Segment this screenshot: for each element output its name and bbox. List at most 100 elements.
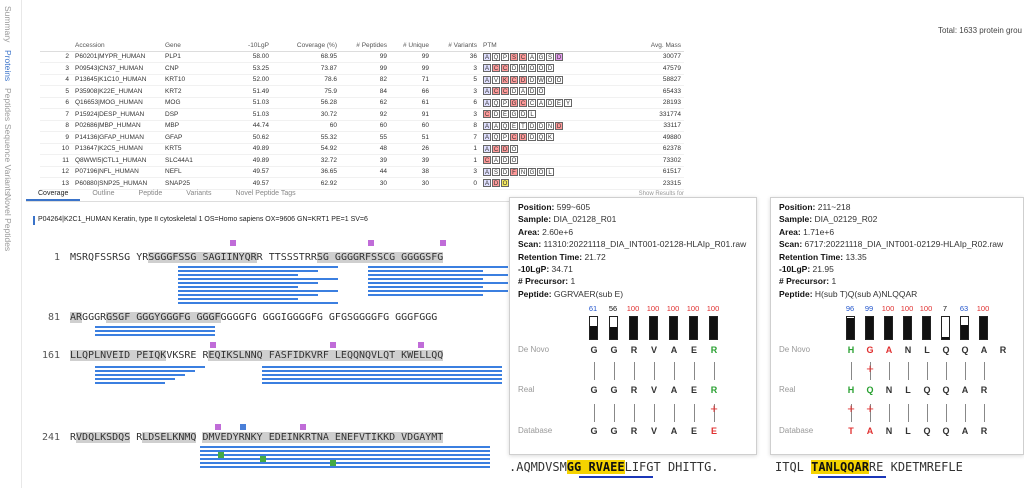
ptm-marker[interactable] [330,342,336,348]
coverage-line[interactable] [95,326,215,328]
coverage-line[interactable] [95,374,185,376]
ptm-marker[interactable] [418,342,424,348]
col-gene[interactable]: Gene [162,40,217,52]
col-ptm[interactable]: PTM [480,40,608,52]
table-row[interactable]: 4 P13645|K1C10_HUMAN KRT10 52.00 78.6 82 71 5 A V… [40,74,684,86]
col-variants[interactable]: # Variants [432,40,480,52]
coverage-line[interactable] [178,294,318,296]
coverage-line[interactable] [178,286,298,288]
col-lgp[interactable]: -10LgP [217,40,272,52]
ptm-box: D [528,75,536,84]
nav-sequence-variants[interactable]: Sequence Variants [3,124,13,196]
coverage-line[interactable] [262,374,502,376]
coverage-line[interactable] [95,370,195,372]
coverage-line[interactable] [368,270,483,272]
tab-outline[interactable]: Outline [92,190,115,197]
coverage-line[interactable] [200,458,490,460]
coverage-line[interactable] [178,290,338,292]
covered-residues[interactable]: AR [70,312,83,323]
coverage-line[interactable] [262,378,502,380]
coverage-line[interactable] [95,330,215,332]
covered-residues[interactable]: LDSELKNMQ [142,432,197,443]
col-coverage[interactable]: Coverage (%) [272,40,340,52]
coverage-line[interactable] [368,274,508,276]
table-row[interactable]: 8 P02686|MBP_HUMAN MBP 44.74 60 60 60 8 A A Q E T D D N… [40,120,684,132]
coverage-line[interactable] [178,298,298,300]
variants-cell: 36 [432,51,480,63]
coverage-line[interactable] [178,302,338,304]
score-value: 96 [845,304,855,313]
col-unique[interactable]: # Unique [390,40,432,52]
coverage-line[interactable] [262,382,502,384]
table-row[interactable]: 12 P07196|NFL_HUMAN NEFL 49.57 36.65 44 38 3 A S D… [40,166,684,178]
coverage-line[interactable] [200,466,490,468]
coverage-line[interactable] [368,286,483,288]
coverage-line[interactable] [178,278,338,280]
table-row[interactable]: 11 Q8WWI5|CTL1_HUMAN SLC44A1 49.89 32.72 39 39… [40,154,684,167]
uncovered-residues: VKSRE R [166,350,209,361]
bseq1-highlight[interactable]: GG RVAEE [566,460,625,474]
ptm-marker[interactable] [210,342,216,348]
covered-residues[interactable]: SG GGGGRFSSCG GGGGSFG [316,252,444,263]
ptm-marker[interactable] [440,240,446,246]
ptm-marker[interactable] [240,424,246,430]
table-row[interactable]: 9 P14136|GFAP_HUMAN GFAP 50.62 55.32 55 51 7 A Q P… [40,131,684,144]
covered-residues[interactable]: SGGGFSSG SAGIINYQR [148,252,257,263]
covered-residues[interactable]: DMVEDYRNKY EDEINKRTNA ENEFVTIKKD VDGAYMT [202,432,444,443]
coverage-line[interactable] [178,266,338,268]
ptm-marker[interactable] [368,240,374,246]
coverage-line[interactable] [368,282,508,284]
ptm-marker[interactable] [230,240,236,246]
coverage-line[interactable] [200,446,490,448]
table-row[interactable]: 6 Q16653|MOG_HUMAN MOG 51.03 56.28 62 61 6 A Q P G C… [40,97,684,109]
table-row[interactable]: 7 P15924|DESP_HUMAN DSP 51.03 30.72 92 91 3 C D E G… [40,108,684,121]
coverage-line[interactable] [178,270,318,272]
coverage-line[interactable] [200,462,490,464]
col-avg-mass[interactable]: Avg. Mass [608,40,684,52]
ptm-marker[interactable] [330,460,336,466]
coverage-line[interactable] [368,294,483,296]
covered-residues[interactable]: EQIKSLNNQ FASFIDKVRF LEQQNQVLQT KWELLQQ [208,350,444,361]
col-accession[interactable]: Accession [72,40,162,52]
tab-coverage[interactable]: Coverage [26,186,81,201]
coverage-line[interactable] [368,278,483,280]
covered-residues[interactable]: LLQPLNVEID PEIQK [70,350,167,361]
coverage-line[interactable] [95,378,175,380]
table-row[interactable]: 3 P09543|CN37_HUMAN CNP 53.25 73.87 99 99 3 A C C D… [40,62,684,75]
coverage-line[interactable] [178,274,298,276]
tab-novel-peptide-tags[interactable]: Novel Peptide Tags [235,190,296,197]
coverage-line[interactable] [200,450,490,452]
covered-residues[interactable]: VDQLKSDQS [76,432,131,443]
nav-novel-peptides[interactable]: Novel Peptides [3,194,13,252]
coverage-line[interactable] [95,366,205,368]
real-residue: N [885,385,893,395]
coverage-line[interactable] [262,370,502,372]
table-row[interactable]: 5 P35908|K22E_HUMAN KRT2 51.49 75.9 84 66 3 A C C D… [40,85,684,98]
coverage-line[interactable] [262,366,502,368]
tab-variants[interactable]: Variants [186,190,212,197]
coverage-line[interactable] [368,290,508,292]
coverage-line[interactable] [95,334,215,336]
nav-proteins[interactable]: Proteins [3,50,13,82]
tab-peptide[interactable]: Peptide [138,190,163,197]
ptm-marker[interactable] [260,456,266,462]
covered-residues[interactable]: GSGF GGGYGGGFG GGGF [106,312,221,323]
ptm-marker[interactable] [300,424,306,430]
ptm-marker[interactable] [215,424,221,430]
table-row[interactable]: 13 P60880|SNP25_HUMAN SNAP25 49.57 62.92 30 30… [40,177,684,190]
nav-peptides[interactable]: Peptides [3,88,13,122]
alignment-line [614,362,615,380]
col-peptides[interactable]: # Peptides [340,40,390,52]
coverage-line[interactable] [178,282,318,284]
coverage-cell: 60 [272,120,340,132]
coverage-line[interactable] [368,266,508,268]
bseq2-highlight[interactable]: TANLQQAR [811,460,869,474]
table-row[interactable]: 10 P13647|K2C5_HUMAN KRT5 49.89 54.92 48 26 1 A C… [40,143,684,155]
coverage-line[interactable] [95,382,165,384]
ptm-marker[interactable] [218,452,224,458]
table-row[interactable]: 2 P60201|MYPR_HUMAN PLP1 58.00 68.95 99 99 36 A Q… [40,51,684,63]
coverage-line[interactable] [200,454,490,456]
nav-summary[interactable]: Summary [3,6,13,43]
show-results-label[interactable]: Show Results for [638,191,684,197]
